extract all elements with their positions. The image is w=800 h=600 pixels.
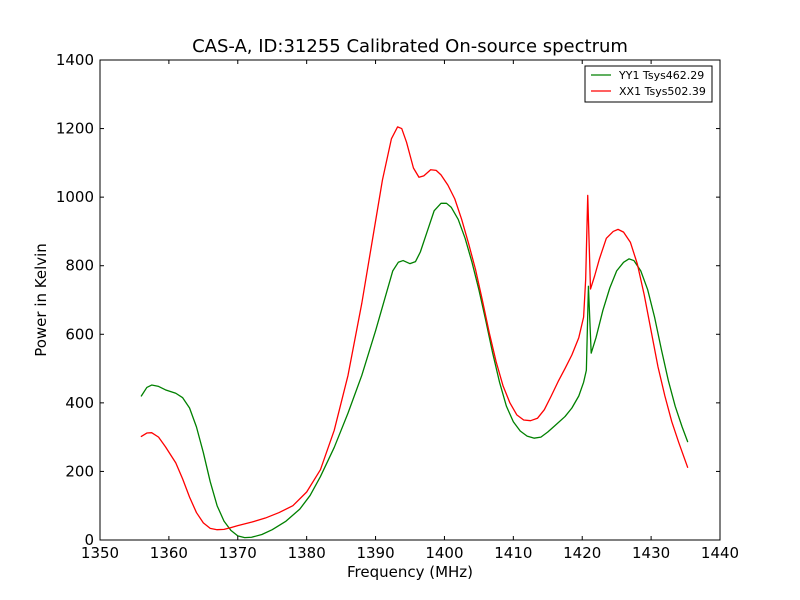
- x-tick-label: 1420: [563, 544, 601, 562]
- x-tick-label: 1430: [632, 544, 670, 562]
- x-ticks: 1350 1360 1370 1380 1390 1400 1410 1420 1430 1440: [81, 60, 739, 562]
- legend-box: [584, 65, 713, 103]
- x-axis-label: Frequency (MHz): [347, 563, 473, 581]
- series-layer: [140, 126, 689, 539]
- legend: YY1 Tsys462.29 XX1 Tsys502.39: [584, 65, 713, 103]
- y-axis-label: Power in Kelvin: [32, 243, 50, 357]
- x-tick-label: 1360: [150, 544, 188, 562]
- x-tick-label: 1350: [81, 544, 119, 562]
- x-tick-label: 1440: [701, 544, 739, 562]
- y-tick-label: 1400: [56, 51, 94, 69]
- series-line-2: [140, 126, 689, 531]
- x-tick-label: 1410: [494, 544, 532, 562]
- y-tick-label: 200: [65, 462, 94, 480]
- legend-entry-2: XX1 Tsys502.39: [619, 85, 706, 98]
- chart-title: CAS-A, ID:31255 Calibrated On-source spe…: [192, 36, 628, 57]
- x-tick-label: 1400: [425, 544, 463, 562]
- y-tick-label: 1200: [56, 120, 94, 138]
- x-tick-label: 1370: [219, 544, 257, 562]
- y-tick-label: 800: [65, 257, 94, 275]
- y-tick-label: 1000: [56, 188, 94, 206]
- y-tick-label: 600: [65, 325, 94, 343]
- legend-entry-1: YY1 Tsys462.29: [618, 69, 704, 82]
- plot-frame: [99, 59, 721, 541]
- series-line-1: [140, 202, 689, 539]
- x-tick-label: 1390: [356, 544, 394, 562]
- y-tick-label: 0: [84, 531, 94, 549]
- y-ticks: 0 200 400 600 800 1000 1200 1400: [56, 51, 720, 549]
- y-tick-label: 400: [65, 394, 94, 412]
- x-tick-label: 1380: [288, 544, 326, 562]
- plot-area-background: [100, 60, 720, 540]
